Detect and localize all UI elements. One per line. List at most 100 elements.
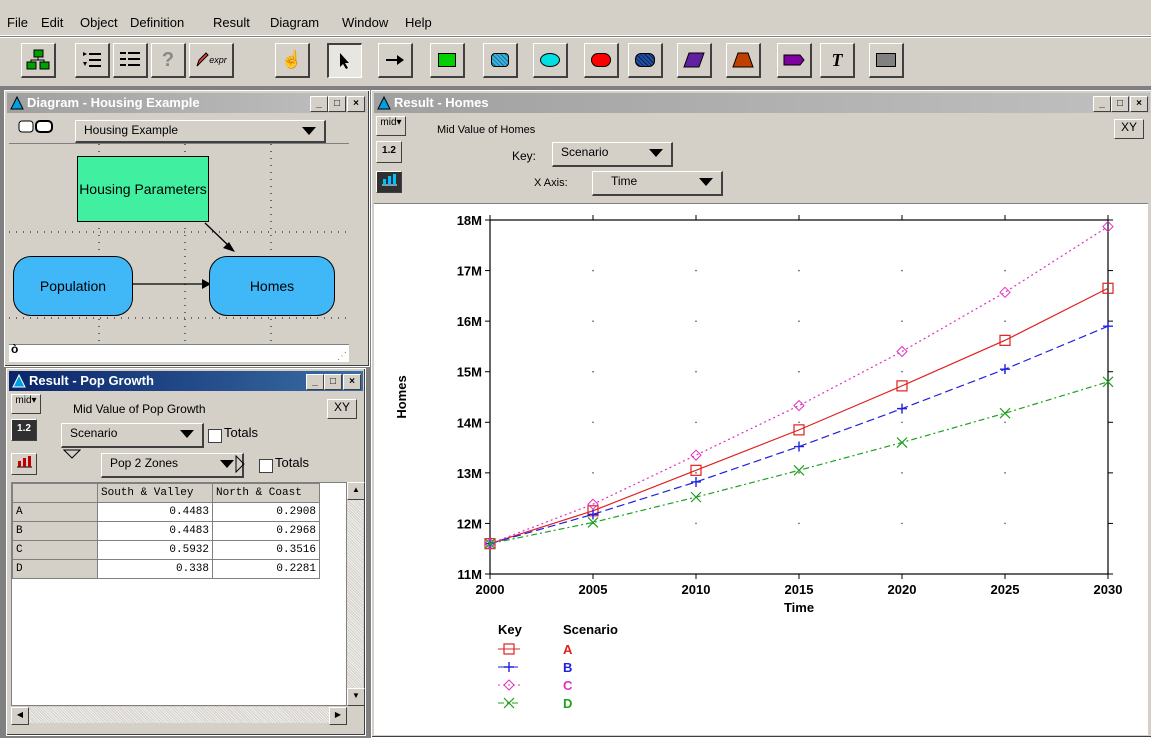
pop-growth-title: Result - Pop Growth bbox=[29, 373, 154, 388]
scroll-left-button[interactable]: ◀ bbox=[11, 707, 29, 725]
series-line-a bbox=[489, 287, 1109, 545]
menu-file[interactable]: File bbox=[7, 15, 28, 30]
module-node-button[interactable] bbox=[628, 43, 663, 78]
table-cell[interactable]: 0.2281 bbox=[212, 559, 320, 579]
objective-node-button[interactable] bbox=[584, 43, 619, 78]
hand-tool-button[interactable]: ☝ bbox=[275, 43, 310, 78]
x-axis-title: Time bbox=[784, 600, 814, 615]
table-cell[interactable]: 0.5932 bbox=[97, 540, 213, 560]
population-node[interactable]: Population bbox=[13, 256, 133, 316]
index-node-button[interactable] bbox=[677, 43, 712, 78]
column-totals-checkbox[interactable] bbox=[259, 459, 273, 473]
menu-help[interactable]: Help bbox=[405, 15, 432, 30]
constant-node-button[interactable] bbox=[726, 43, 761, 78]
y-tick-label: 14M bbox=[457, 415, 482, 430]
diagram-view-toggle[interactable] bbox=[17, 119, 57, 135]
table-view-button[interactable]: 1.2 bbox=[11, 419, 37, 441]
pencil-icon bbox=[196, 52, 209, 67]
diagram-canvas[interactable]: Housing Parameters Population Homes bbox=[9, 143, 349, 343]
series-line-d bbox=[489, 381, 1109, 545]
menu-diagram[interactable]: Diagram bbox=[270, 15, 320, 30]
chance-node-button[interactable] bbox=[483, 43, 518, 78]
diagram-window-titlebar[interactable]: Diagram - Housing Example _ □ × bbox=[7, 93, 367, 113]
gray-node-button[interactable] bbox=[869, 43, 904, 78]
table-cell[interactable]: 0.2968 bbox=[212, 521, 320, 541]
menu-edit[interactable]: Edit bbox=[41, 15, 64, 30]
status-glyph: ò bbox=[11, 342, 19, 356]
scroll-right-button[interactable]: ▶ bbox=[329, 707, 347, 725]
horizontal-scrollbar[interactable]: ◀ ▶ bbox=[11, 707, 347, 725]
function-node-button[interactable] bbox=[777, 43, 812, 78]
menu-result[interactable]: Result bbox=[213, 15, 250, 30]
mid-dropdown[interactable]: mid▾ bbox=[11, 394, 41, 414]
homes-node[interactable]: Homes bbox=[209, 256, 335, 316]
housing-parameters-node[interactable]: Housing Parameters bbox=[77, 156, 209, 222]
column-index-dropdown[interactable]: Pop 2 Zones bbox=[101, 453, 244, 478]
scroll-up-button[interactable]: ▲ bbox=[347, 482, 365, 500]
legend-label-d: D bbox=[563, 696, 572, 711]
chevron-down-icon bbox=[699, 178, 713, 186]
minimize-button[interactable]: _ bbox=[310, 96, 328, 112]
table-cell[interactable]: 0.3516 bbox=[212, 540, 320, 560]
menu-object[interactable]: Object bbox=[80, 15, 118, 30]
x-axis-dropdown[interactable]: Time bbox=[592, 171, 723, 196]
pop-growth-titlebar[interactable]: Result - Pop Growth _ □ × bbox=[9, 371, 363, 391]
maximize-button[interactable]: □ bbox=[1111, 96, 1129, 112]
scroll-down-button[interactable]: ▼ bbox=[347, 688, 365, 706]
diagram-selector[interactable]: Housing Example bbox=[75, 120, 326, 143]
help-tool-button[interactable]: ? bbox=[151, 43, 186, 78]
minimize-button[interactable]: _ bbox=[306, 374, 324, 390]
row-totals-label: Totals bbox=[224, 425, 258, 440]
resize-grip-icon[interactable]: ⋰ bbox=[337, 351, 347, 362]
maximize-button[interactable]: □ bbox=[324, 374, 342, 390]
outline-tool-button[interactable] bbox=[75, 43, 110, 78]
graph-view-button[interactable] bbox=[376, 171, 402, 193]
row-header: B bbox=[12, 521, 98, 541]
x-tick-label: 2010 bbox=[682, 582, 711, 597]
xy-button[interactable]: XY bbox=[1114, 119, 1144, 139]
legend-marker-a bbox=[503, 643, 515, 655]
row-totals-checkbox[interactable] bbox=[208, 429, 222, 443]
data-point-c bbox=[999, 286, 1011, 299]
table-cell[interactable]: 0.338 bbox=[97, 559, 213, 579]
diagram-icon bbox=[26, 49, 50, 70]
expr-tool-button[interactable]: expr bbox=[189, 43, 234, 78]
mid-dropdown[interactable]: mid▾ bbox=[376, 116, 406, 136]
table-cell[interactable]: 0.4483 bbox=[97, 502, 213, 522]
graph-view-button[interactable] bbox=[11, 453, 37, 475]
text-tool-button[interactable]: T bbox=[820, 43, 855, 78]
close-button[interactable]: × bbox=[1130, 96, 1148, 112]
grid-dot bbox=[695, 421, 697, 424]
pointer-tool-button[interactable] bbox=[327, 43, 362, 78]
pivot-right-icon[interactable] bbox=[235, 455, 245, 473]
y-axis-title: Homes bbox=[394, 375, 409, 418]
vertical-scrollbar[interactable]: ▲ ▼ bbox=[347, 482, 365, 706]
minimize-button[interactable]: _ bbox=[1093, 96, 1111, 112]
homes-window-titlebar[interactable]: Result - Homes _ □ × bbox=[374, 93, 1150, 113]
homes-label: Homes bbox=[249, 278, 295, 294]
menu-window[interactable]: Window bbox=[342, 15, 389, 30]
row-index-dropdown[interactable]: Scenario bbox=[61, 423, 204, 448]
key-dropdown[interactable]: Scenario bbox=[552, 142, 673, 167]
table-row: C 0.5932 0.3516 bbox=[12, 540, 320, 560]
table-view-button[interactable]: 1.2 bbox=[376, 141, 402, 163]
arrow-tool-button[interactable] bbox=[378, 43, 413, 78]
list-tool-button[interactable] bbox=[113, 43, 148, 78]
pivot-down-icon[interactable] bbox=[63, 449, 81, 459]
table-row: A 0.4483 0.2908 bbox=[12, 502, 320, 522]
oval-node-button[interactable] bbox=[533, 43, 568, 78]
close-button[interactable]: × bbox=[343, 374, 361, 390]
table-cell[interactable]: 0.2908 bbox=[212, 502, 320, 522]
close-button[interactable]: × bbox=[347, 96, 365, 112]
diagram-grid bbox=[9, 144, 349, 343]
xy-button[interactable]: XY bbox=[327, 399, 357, 419]
menu-definition[interactable]: Definition bbox=[130, 15, 185, 30]
column-header: North & Coast bbox=[212, 483, 320, 503]
data-point-d bbox=[587, 516, 599, 528]
table-cell[interactable]: 0.4483 bbox=[97, 521, 213, 541]
maximize-button[interactable]: □ bbox=[328, 96, 346, 112]
decision-node-button[interactable] bbox=[430, 43, 465, 78]
legend-label-b: B bbox=[563, 660, 572, 675]
diagram-tool-button[interactable] bbox=[21, 43, 56, 78]
grid-dot bbox=[901, 522, 903, 525]
